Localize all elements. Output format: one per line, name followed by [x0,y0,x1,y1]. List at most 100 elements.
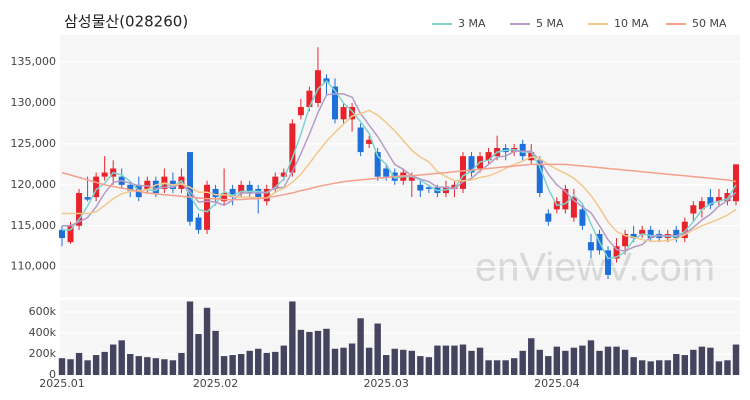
legend-label: 10 MA [614,17,649,30]
candle-body [101,172,108,177]
candle-body [570,197,577,218]
candle-body [357,127,364,153]
candle-body [374,152,381,177]
candle-body [332,86,339,120]
volume-bar [340,347,347,375]
y-tick-label: 600k [29,305,57,318]
y-tick-label: 400k [29,326,57,339]
candle-body [366,139,373,144]
candle-body [93,176,100,198]
candle-body [84,197,91,200]
volume-bar [715,361,723,375]
volume-bar [476,347,484,375]
volume-bar [425,357,433,375]
volume-bar [246,350,253,375]
volume-bar [673,353,680,375]
candle-body [144,180,151,189]
candle-body [724,193,731,202]
volume-bar [237,353,245,375]
volume-bar [707,347,714,375]
price-panel [60,35,740,297]
volume-bar [562,350,569,375]
volume-bar [724,360,731,375]
y-tick-label: 135,000 [11,55,57,68]
ma-line [62,109,737,243]
volume-bar [647,361,654,375]
volume-bar [587,340,595,375]
candle-body [698,201,705,210]
volume-bar [528,338,535,375]
y-tick-label: 0 [49,368,56,381]
candle-body [562,188,569,210]
volume-bar [519,350,526,375]
y-tick-label: 125,000 [11,137,57,150]
candle-body [349,107,356,120]
volume-bar [374,323,381,375]
volume-bar [348,343,356,375]
candle-body [690,205,697,214]
volume-bar [553,346,561,375]
volume-bar [536,349,543,375]
volume-bar [357,318,364,375]
volume-bar [255,348,262,375]
volume-bar [92,355,100,375]
ma-line [62,79,737,260]
candle-body [485,152,492,161]
volume-bar [144,357,151,375]
volume-bar [621,349,629,375]
legend-label: 50 MA [692,17,727,30]
volume-bar [178,352,185,375]
volume-bar [220,356,228,375]
volume-bar [195,334,202,375]
volume-bar [272,351,279,375]
x-tick-label: 2025.02 [193,377,239,390]
volume-bar [656,360,663,375]
candle-body [221,193,228,202]
volume-bar [493,360,501,375]
candle-body [587,242,594,251]
volume-bar [186,301,194,375]
volume-bar [67,359,74,375]
volume-bar [289,301,296,375]
volume-bar [203,307,211,375]
candle-body [519,143,526,157]
candle-body [383,168,390,177]
candle-body [229,188,236,198]
candle-body [212,188,219,198]
candle-body [204,184,211,230]
volume-bar [417,356,424,375]
volume-bar [109,344,117,375]
candle-body [605,250,612,275]
candle-body [630,233,637,239]
candle-body [425,187,432,189]
volume-bar [638,360,646,375]
volume-bar [408,350,415,375]
volume-bar [681,355,689,375]
candle-body [76,193,83,226]
volume-bar [169,360,177,375]
volume-bar [101,351,108,375]
candle-body [579,209,586,226]
volume-bar [442,345,450,375]
candle-body [297,107,304,116]
volume-bar [58,358,66,375]
x-tick-label: 2025.03 [363,377,409,390]
candle-body [263,188,270,202]
volume-bar [698,346,706,375]
candle-body [306,90,313,108]
volume-bar [161,359,168,375]
y-tick-label: 130,000 [11,96,57,109]
volume-bar [84,360,91,375]
candle-body [715,197,722,202]
volume-bar [400,349,407,375]
volume-bar [280,345,288,375]
volume-bar [212,330,219,375]
candle-body [417,184,424,191]
candle-body [647,229,654,239]
y-tick-label: 115,000 [11,219,57,232]
volume-bar [451,345,458,375]
candle-body [59,229,65,239]
chart-title: 삼성물산(028260) [64,13,188,31]
ma-line [62,93,737,252]
candle-body [536,160,543,194]
